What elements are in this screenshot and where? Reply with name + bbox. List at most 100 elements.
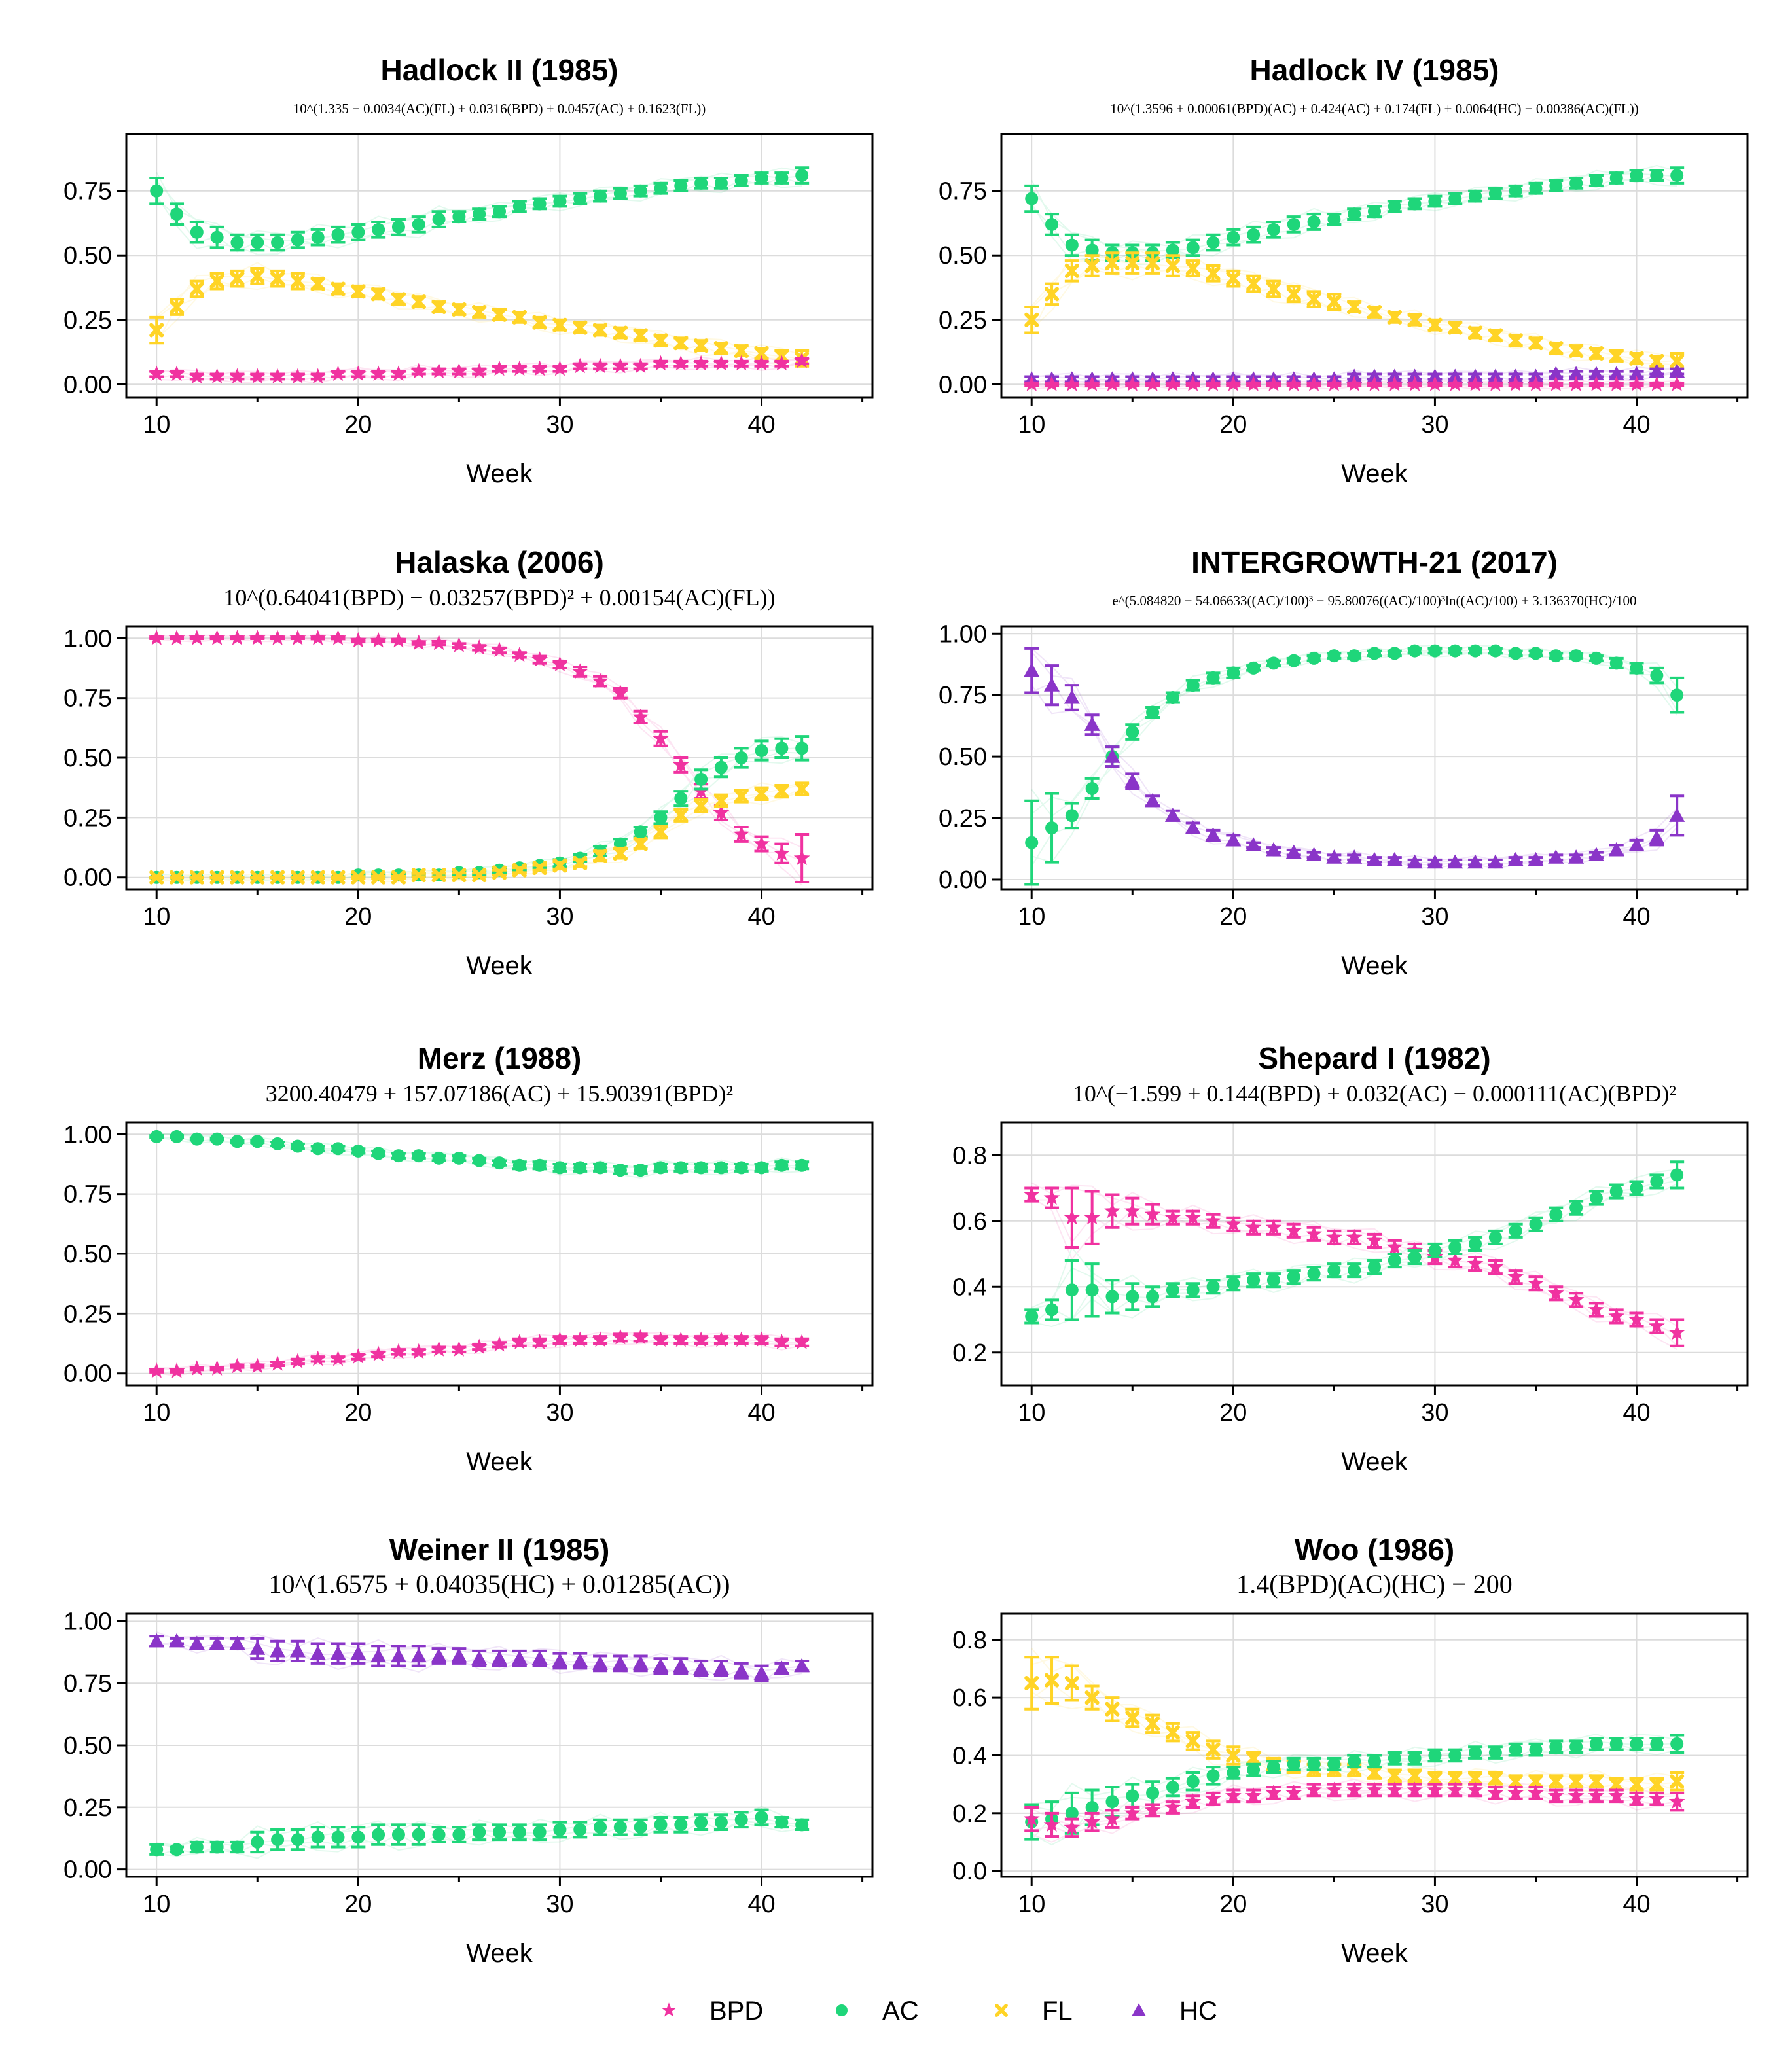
data-point-hc: [471, 1650, 488, 1665]
data-point-bpd: [793, 1334, 810, 1349]
data-point-fl-stroke-b: [1347, 300, 1362, 315]
chart-formula: e^(5.084820 − 54.06633((AC)/100)³ − 95.8…: [1112, 593, 1636, 609]
data-point-fl: [290, 870, 305, 885]
data-point-fl-stroke-b: [1367, 1765, 1382, 1780]
data-point-fl-stroke-b: [1306, 292, 1321, 307]
data-point-ac: [1025, 836, 1039, 849]
background-trace: [1031, 178, 1677, 266]
data-point-ac: [775, 171, 789, 185]
data-point-ac: [613, 1821, 627, 1834]
data-point-ac: [654, 1161, 668, 1175]
data-point-ac: [1085, 781, 1099, 795]
data-point-bpd: [1547, 1285, 1564, 1300]
data-point-bpd: [592, 673, 609, 688]
data-point-ac: [1287, 654, 1300, 667]
data-point-ac: [1348, 649, 1361, 663]
data-point-fl: [1448, 1771, 1463, 1786]
data-point-bpd: [612, 357, 629, 374]
data-point-bpd: [1164, 1799, 1181, 1815]
data-point-fl: [411, 294, 426, 310]
data-point-ac: [1549, 179, 1563, 192]
data-point-fl-stroke-b: [1569, 1774, 1584, 1789]
data-point-hc: [1386, 851, 1403, 866]
data-point-hc: [451, 1648, 467, 1663]
data-point-ac: [1327, 1264, 1341, 1277]
background-trace: [156, 1341, 802, 1377]
data-point-ac: [594, 1161, 607, 1175]
data-point-ac: [1488, 187, 1502, 200]
data-point-fl-stroke-b: [512, 310, 527, 325]
data-point-ac: [654, 1818, 668, 1832]
data-point-fl-stroke-b: [774, 784, 789, 799]
data-point-ac: [1469, 189, 1482, 203]
data-point-ac: [1388, 647, 1401, 660]
y-tick-label: 0.25: [63, 1300, 112, 1328]
data-point-bpd: [1084, 1209, 1100, 1225]
grid-lines: [1001, 1122, 1747, 1385]
data-point-fl-stroke-b: [1649, 353, 1664, 368]
x-tick-label: 30: [546, 903, 573, 931]
data-point-bpd: [774, 1334, 790, 1349]
data-point-fl: [310, 276, 325, 291]
data-point-ac: [271, 1833, 285, 1847]
chart-formula: 10^(1.3596 + 0.00061(BPD)(AC) + 0.424(AC…: [1110, 101, 1639, 116]
data-point-ac: [694, 1161, 708, 1175]
data-point-fl: [1387, 310, 1402, 325]
data-point-ac: [1388, 1254, 1401, 1268]
data-point-bpd: [229, 630, 245, 645]
data-point-ac: [553, 1161, 567, 1175]
data-point-ac: [1247, 661, 1261, 675]
y-tick-label: 0.8: [952, 1142, 987, 1169]
data-point-hc: [330, 1645, 346, 1660]
data-point-ac: [1428, 194, 1442, 208]
data-point-hc: [1447, 368, 1463, 383]
data-point-hc: [390, 1648, 406, 1663]
data-point-bpd: [653, 355, 669, 371]
data-point-fl-stroke-b: [452, 868, 467, 883]
data-point-fl: [1266, 281, 1281, 296]
data-point-fl-stroke-b: [290, 274, 305, 289]
data-point-ac: [170, 207, 184, 221]
data-point-fl: [1347, 300, 1362, 315]
data-point-ac: [1065, 1283, 1079, 1297]
chart-formula: 10^(−1.599 + 0.144(BPD) + 0.032(AC) − 0.…: [1073, 1080, 1676, 1107]
data-point-fl: [452, 302, 467, 317]
data-point-bpd: [774, 355, 790, 371]
data-point-fl-stroke-b: [1629, 1777, 1644, 1792]
data-point-ac: [775, 1158, 789, 1172]
data-point-fl: [573, 320, 588, 335]
data-point-fl-stroke-b: [1246, 276, 1261, 291]
legend: BPD AC FL HC: [661, 1997, 1217, 2025]
data-point-ac: [351, 1830, 365, 1844]
data-point-bpd: [269, 630, 286, 645]
data-point-fl: [1488, 1771, 1503, 1786]
data-point-ac: [1206, 236, 1220, 249]
x-tick-label: 20: [1219, 1399, 1247, 1427]
data-point-bpd: [431, 1341, 447, 1357]
data-point-ac: [1247, 1273, 1261, 1287]
chart-formula: 10^(1.6575 + 0.04035(HC) + 0.01285(AC)): [269, 1569, 730, 1599]
data-point-fl: [754, 346, 769, 361]
data-point-bpd: [1386, 1781, 1403, 1797]
data-point-bpd: [1487, 1258, 1504, 1274]
data-point-ac: [1469, 1746, 1482, 1760]
data-point-ac: [210, 230, 224, 244]
data-point-hc: [1064, 689, 1080, 704]
data-point-fl-stroke-b: [1266, 281, 1281, 296]
data-point-fl-stroke-b: [1226, 271, 1241, 286]
series-ac: [149, 166, 810, 252]
data-point-bpd: [471, 363, 488, 379]
data-point-bpd: [1346, 1228, 1363, 1245]
y-tick-label: 0.00: [939, 371, 987, 399]
data-point-bpd: [1547, 376, 1564, 391]
data-point-ac: [1448, 1240, 1462, 1254]
data-point-bpd: [592, 357, 609, 374]
data-point-bpd: [531, 360, 548, 376]
data-point-ac: [1307, 651, 1321, 665]
data-point-hc: [774, 1660, 790, 1675]
data-point-ac: [1589, 1191, 1603, 1205]
data-point-ac: [1186, 679, 1200, 692]
data-point-hc: [1649, 830, 1665, 844]
data-point-hc: [492, 1650, 507, 1665]
data-point-fl-stroke-b: [633, 836, 648, 851]
